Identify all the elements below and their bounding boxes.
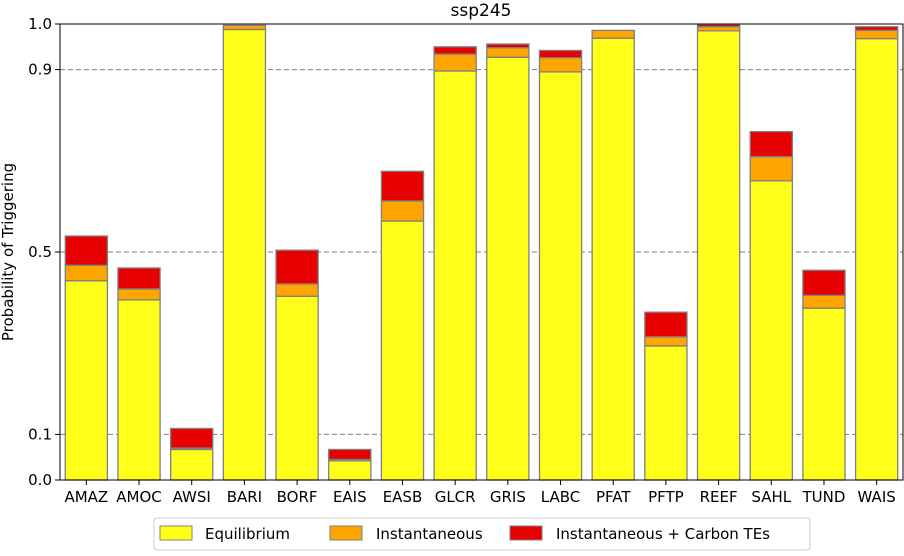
bar-bari-instantaneous xyxy=(222,24,267,31)
x-tick-label-gris: GRIS xyxy=(490,488,526,506)
y-tick-label: 1.0 xyxy=(28,15,52,33)
x-tick-label-glcr: GLCR xyxy=(435,488,476,506)
bar-glcr-equilibrium xyxy=(433,70,477,481)
y-tick-label: 0.5 xyxy=(28,243,52,261)
bar-tund-instantaneous xyxy=(802,294,846,309)
x-tick-label-tund: TUND xyxy=(802,488,846,506)
bar-bari-equilibrium xyxy=(222,28,267,481)
x-tick-label-bari: BARI xyxy=(227,488,262,506)
bar-labc-instantaneous-carbon-tes xyxy=(538,49,583,59)
legend-label-carbon-tes: Instantaneous + Carbon TEs xyxy=(556,525,770,543)
x-tick-label-pftp: PFTP xyxy=(648,488,684,506)
bar-awsi-instantaneous-carbon-tes xyxy=(169,427,214,449)
y-tick-label: 0.1 xyxy=(28,425,52,443)
bar-pfat-equilibrium xyxy=(591,37,635,481)
bar-wais-equilibrium xyxy=(854,37,899,481)
bar-sahl-instantaneous-carbon-tes xyxy=(749,130,794,158)
bar-gris-equilibrium xyxy=(486,56,530,481)
bar-eais-instantaneous-carbon-tes xyxy=(328,448,372,461)
legend-swatch-equilibrium xyxy=(159,525,193,541)
bar-tund-equilibrium xyxy=(802,307,846,481)
bar-amaz-instantaneous-carbon-tes xyxy=(64,235,109,266)
bar-reef-instantaneous-carbon-tes xyxy=(696,23,741,28)
bar-amoc-instantaneous-carbon-tes xyxy=(117,267,161,290)
bar-pftp-equilibrium xyxy=(644,345,688,481)
y-tick-label: 0.9 xyxy=(28,61,52,79)
legend-frame xyxy=(153,517,811,551)
bar-eais-equilibrium xyxy=(328,460,372,481)
bar-gris-instantaneous xyxy=(486,47,530,58)
bar-tund-instantaneous-carbon-tes xyxy=(802,269,846,296)
bar-glcr-instantaneous-carbon-tes xyxy=(433,46,477,55)
bar-wais-instantaneous xyxy=(854,29,899,40)
bar-borf-instantaneous-carbon-tes xyxy=(275,249,319,285)
bar-sahl-equilibrium xyxy=(749,180,794,481)
bar-pftp-instantaneous-carbon-tes xyxy=(644,311,688,338)
bar-easb-instantaneous-carbon-tes xyxy=(380,170,425,202)
y-tick-label: 0.0 xyxy=(28,471,52,489)
x-tick-label-awsi: AWSI xyxy=(173,488,211,506)
chart-title: ssp245 xyxy=(451,1,512,21)
bar-pftp-instantaneous xyxy=(644,336,688,347)
legend-swatch-carbon-tes xyxy=(509,525,543,541)
bar-gris-instantaneous-carbon-tes xyxy=(486,43,530,49)
x-tick-label-borf: BORF xyxy=(277,488,318,506)
bar-labc-equilibrium xyxy=(538,71,583,481)
bar-borf-instantaneous xyxy=(275,283,319,297)
bar-wais-instantaneous-carbon-tes xyxy=(854,26,899,32)
bar-amaz-instantaneous xyxy=(64,264,109,282)
legend-label-equilibrium: Equilibrium xyxy=(205,525,290,543)
bar-labc-instantaneous xyxy=(538,57,583,73)
bar-easb-instantaneous xyxy=(380,200,425,222)
legend-label-instantaneous: Instantaneous xyxy=(376,525,483,543)
x-tick-label-reef: REEF xyxy=(700,488,738,506)
x-tick-label-eais: EAIS xyxy=(333,488,367,506)
x-tick-label-amoc: AMOC xyxy=(116,488,161,506)
axes: 0.0 0.1 0.5 0.9 1.0 AMAZ AMOC AWSI BARI BORF EAIS E… xyxy=(28,15,896,506)
x-tick-label-sahl: SAHL xyxy=(751,488,791,506)
x-tick-label-easb: EASB xyxy=(383,488,423,506)
bars xyxy=(64,23,899,481)
x-tick-label-pfat: PFAT xyxy=(596,488,631,506)
y-axis-label: Probability of Triggering xyxy=(0,163,17,341)
bar-easb-equilibrium xyxy=(380,220,425,481)
bar-amaz-equilibrium xyxy=(64,280,109,481)
bar-awsi-equilibrium xyxy=(169,448,214,481)
x-tick-label-amaz: AMAZ xyxy=(64,488,108,506)
x-tick-label-labc: LABC xyxy=(541,488,580,506)
bar-pfat-instantaneous xyxy=(591,29,635,39)
x-tick-label-wais: WAIS xyxy=(858,488,896,506)
bar-sahl-instantaneous xyxy=(749,156,794,182)
bar-amoc-instantaneous xyxy=(117,288,161,301)
legend: Equilibrium Instantaneous Instantaneous … xyxy=(153,517,811,551)
bar-amoc-equilibrium xyxy=(117,299,161,481)
legend-swatch-instantaneous xyxy=(329,525,363,541)
bar-reef-equilibrium xyxy=(696,30,741,481)
bar-borf-equilibrium xyxy=(275,295,319,481)
bar-glcr-instantaneous xyxy=(433,53,477,72)
